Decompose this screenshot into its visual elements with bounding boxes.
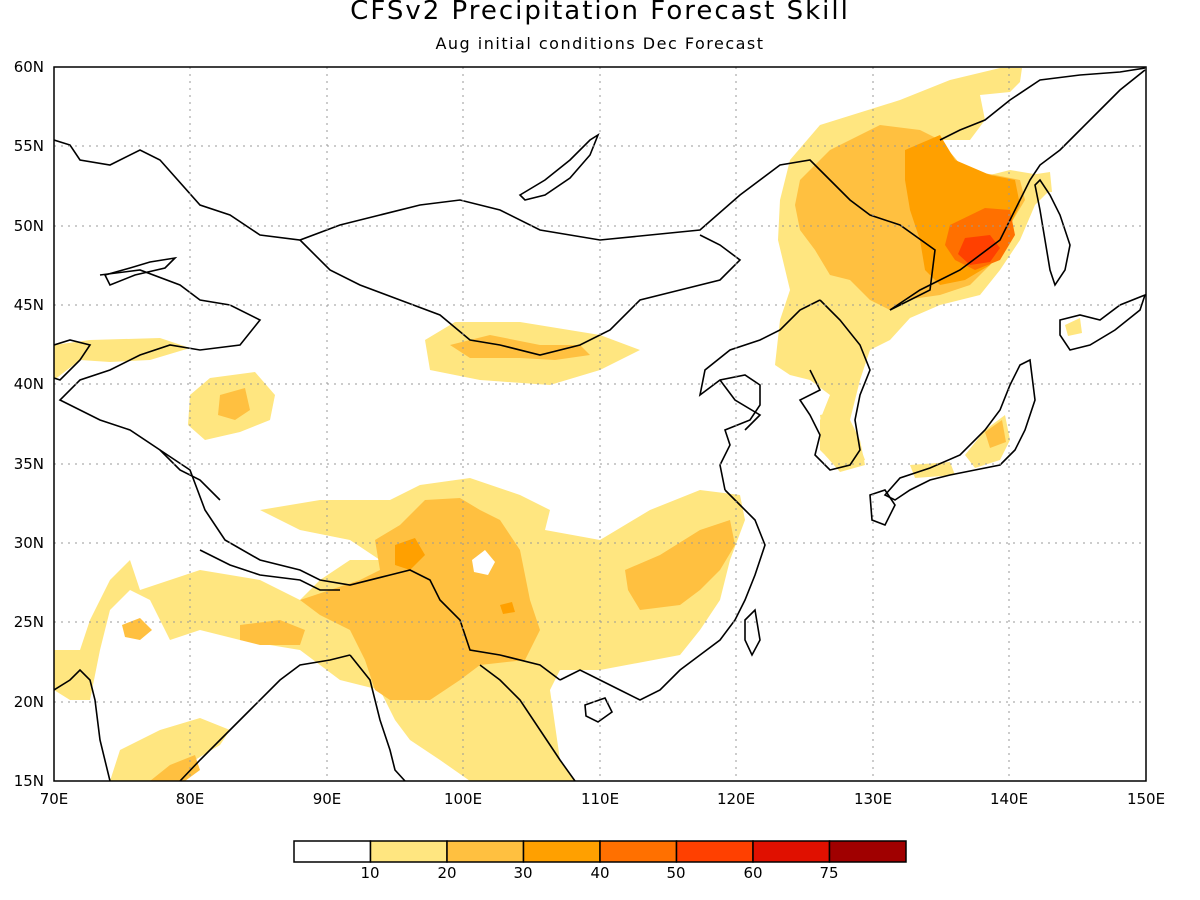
colorbar-swatch-7 xyxy=(828,840,907,863)
colorbar-swatch-1 xyxy=(369,840,448,863)
coast-primorye xyxy=(889,69,1146,311)
coast-baikal xyxy=(518,133,600,201)
lon-label-150e: 150E xyxy=(1126,790,1166,808)
coast-honshu xyxy=(883,358,1036,501)
gridlines xyxy=(54,67,1146,781)
map-title: CFSv2 Precipitation Forecast Skill xyxy=(350,0,850,26)
shade-kyushu-10 xyxy=(910,462,955,478)
shade-india-south-10 xyxy=(110,718,230,781)
shade-hokkaido-10 xyxy=(1065,318,1082,336)
shade-southwest-30b xyxy=(500,602,515,614)
coast-myanmar xyxy=(349,654,406,781)
border-mongolia xyxy=(299,234,742,356)
lat-label-20n: 20N xyxy=(13,693,44,711)
shade-india-south-20 xyxy=(150,755,200,781)
lon-label-130e: 130E xyxy=(853,790,893,808)
lat-label-45n: 45N xyxy=(13,296,44,314)
shade-korea-10 xyxy=(820,410,865,472)
lon-label-120e: 120E xyxy=(716,790,756,808)
map-subtitle: Aug initial conditions Dec Forecast xyxy=(435,34,765,53)
coast-aral xyxy=(54,339,92,381)
colorbar-swatch-0 xyxy=(293,840,372,863)
colorbar-swatch-3 xyxy=(522,840,601,863)
lat-label-50n: 50N xyxy=(13,217,44,235)
coast-india xyxy=(54,668,111,781)
plot-frame xyxy=(53,66,1147,782)
coast-bohai xyxy=(719,379,762,431)
lat-label-35n: 35N xyxy=(13,455,44,473)
colorbar-label-30: 30 xyxy=(513,864,533,882)
coast-indochina xyxy=(559,489,766,701)
shade-tarim-20 xyxy=(218,388,250,420)
shade-eastchina-20 xyxy=(625,520,735,610)
colorbar-label-60: 60 xyxy=(743,864,763,882)
colorbar-swatch-5 xyxy=(675,840,754,863)
lon-label-80e: 80E xyxy=(175,790,205,808)
lon-label-140e: 140E xyxy=(989,790,1029,808)
lon-label-100e: 100E xyxy=(443,790,483,808)
lat-label-15n: 15N xyxy=(13,772,44,790)
colorbar-label-20: 20 xyxy=(437,864,457,882)
border-nepal xyxy=(199,549,340,591)
border-china-west xyxy=(159,449,561,681)
colorbar-label-40: 40 xyxy=(590,864,610,882)
coast-kyushu xyxy=(869,489,896,527)
coast-hainan xyxy=(584,697,614,723)
colorbar-label-75: 75 xyxy=(819,864,839,882)
skill-shading xyxy=(54,68,1082,781)
colorbar-swatch-6 xyxy=(752,840,831,863)
coast-china-east xyxy=(698,299,821,491)
lat-label-60n: 60N xyxy=(13,58,44,76)
coast-hokkaido xyxy=(1059,293,1146,351)
shade-northeast-50 xyxy=(958,235,1000,265)
colorbar-label-50: 50 xyxy=(666,864,686,882)
shade-japan-20 xyxy=(985,420,1006,448)
coast-korea xyxy=(798,299,871,471)
lon-label-90e: 90E xyxy=(312,790,342,808)
shade-gobi-20 xyxy=(450,335,590,360)
border-laos xyxy=(479,664,576,781)
shade-bangladesh-20 xyxy=(240,620,305,645)
lat-label-55n: 55N xyxy=(13,137,44,155)
shade-southwest-hole xyxy=(472,550,495,575)
colorbar xyxy=(293,840,907,863)
colorbar-swatch-2 xyxy=(446,840,525,863)
coast-taiwan xyxy=(744,608,761,657)
lat-label-40n: 40N xyxy=(13,375,44,393)
colorbar-swatch-4 xyxy=(599,840,678,863)
lat-label-25n: 25N xyxy=(13,613,44,631)
coast-sakhalin xyxy=(1034,178,1071,287)
lat-label-30n: 30N xyxy=(13,534,44,552)
shade-southwest-30 xyxy=(395,538,425,570)
shade-southwest-20 xyxy=(300,498,540,700)
coast-siberia xyxy=(54,139,936,311)
lon-label-110e: 110E xyxy=(580,790,620,808)
lon-label-70e: 70E xyxy=(39,790,69,808)
coast-okhotsk xyxy=(939,67,1146,141)
coast-balkhash xyxy=(103,256,178,287)
coast-india-east xyxy=(179,654,351,781)
colorbar-label-10: 10 xyxy=(360,864,380,882)
shade-india-20 xyxy=(122,618,152,640)
coastlines xyxy=(54,67,1146,781)
